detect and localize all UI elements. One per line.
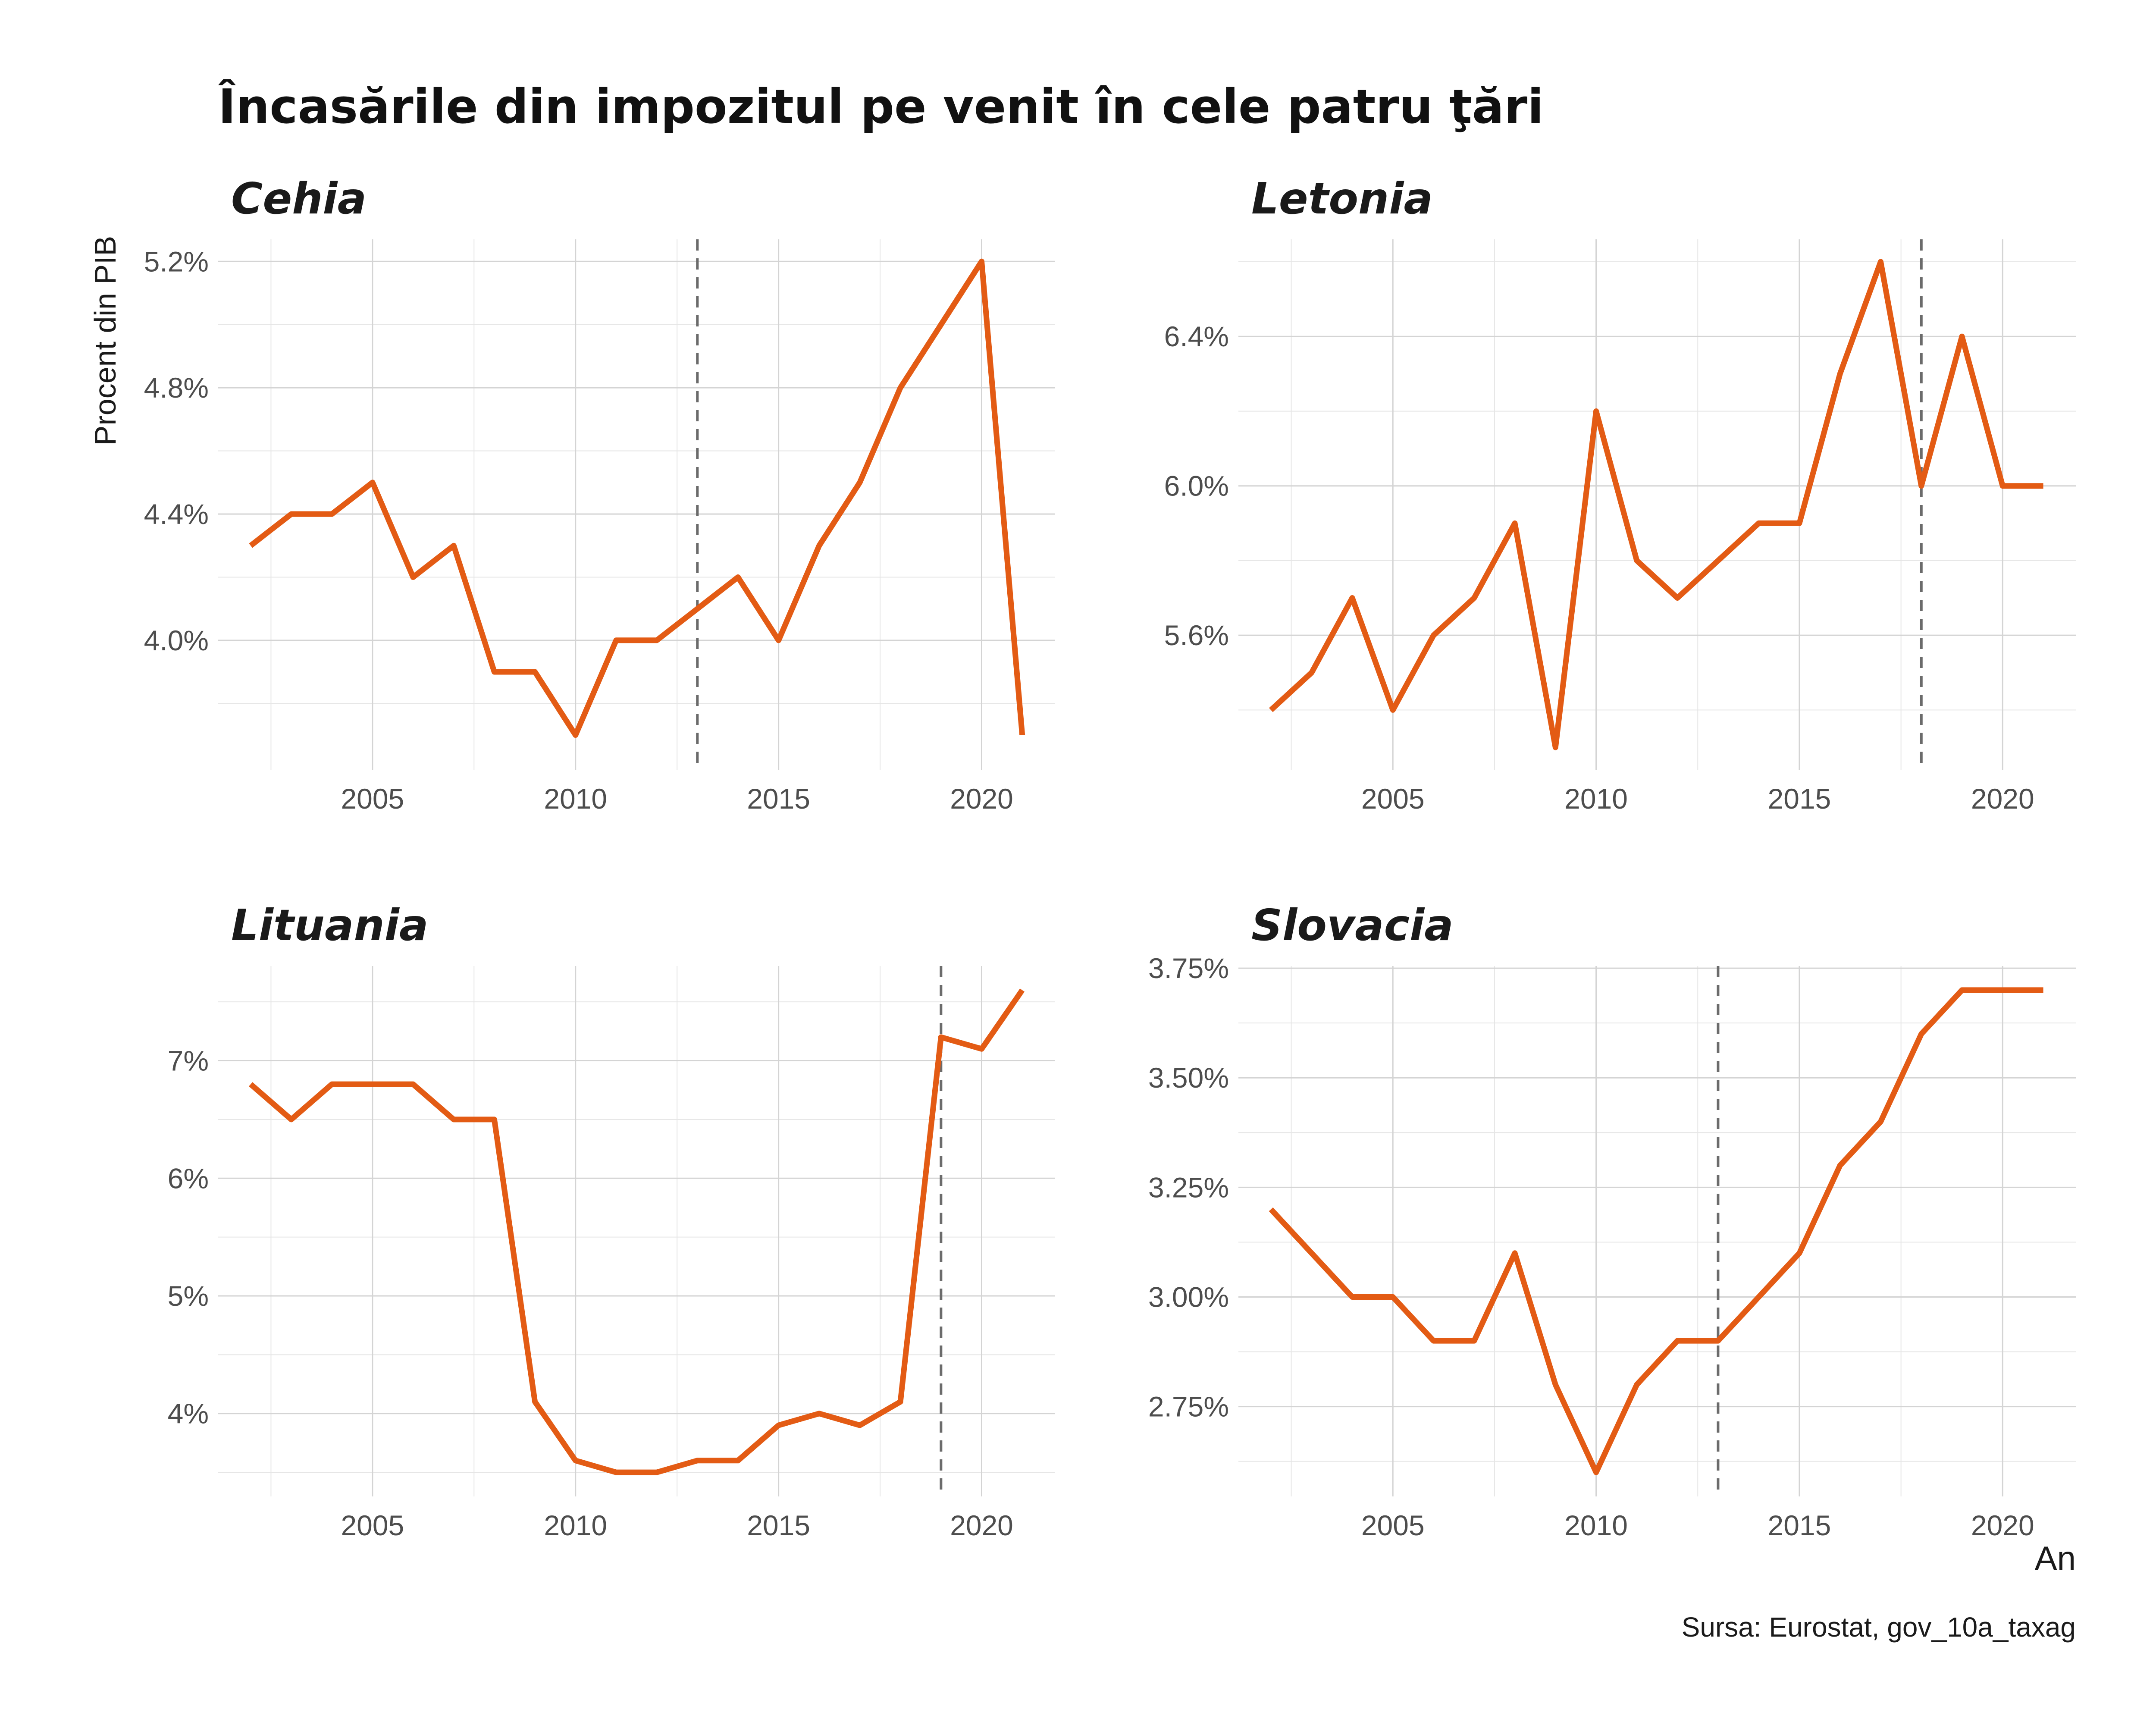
y-tick-label: 6.4% (1164, 320, 1229, 352)
y-tick-label: 7% (168, 1045, 209, 1077)
y-tick-label: 6% (168, 1162, 209, 1194)
x-tick-label: 2005 (1361, 1509, 1425, 1541)
y-tick-label: 4.4% (144, 498, 209, 530)
series-line-cehia (249, 258, 1025, 738)
series-line-letonia (1269, 259, 2043, 750)
y-tick-label: 3.50% (1148, 1062, 1229, 1094)
y-tick-label: 4% (168, 1398, 209, 1430)
x-tick-label: 2005 (1361, 783, 1425, 815)
facet-slovacia: 2005 2010 2015 2020 2.75% 3.00% 3.25% 3.50% 3.75… (1148, 900, 2076, 1541)
facet-title: Slovacia (1251, 900, 1454, 950)
y-tick-label: 3.25% (1148, 1171, 1229, 1203)
facet-letonia: 2005 2010 2015 2020 5.6% 6.0% 6.4% Letonia (1164, 173, 2076, 815)
facet-title: Letonia (1251, 173, 1433, 224)
y-axis-title: Procent din PIB (88, 236, 122, 445)
x-tick-label: 2010 (544, 783, 607, 815)
y-tick-label: 5% (168, 1280, 209, 1312)
x-tick-label: 2015 (747, 783, 810, 815)
x-tick-label: 2005 (341, 1509, 404, 1541)
facet-title: Cehia (231, 173, 367, 224)
y-tick-label: 6.0% (1164, 470, 1229, 502)
y-tick-label: 5.2% (144, 245, 209, 277)
y-tick-label: 4.0% (144, 624, 209, 656)
x-tick-label: 2020 (950, 1509, 1013, 1541)
y-tick-label: 5.6% (1164, 619, 1229, 651)
x-tick-label: 2015 (747, 1509, 810, 1541)
y-tick-label: 3.75% (1148, 952, 1229, 984)
x-tick-label: 2020 (950, 783, 1013, 815)
series-line-slovacia (1269, 987, 2043, 1475)
facet-lituania: 2005 2010 2015 2020 4% 5% 6% 7% Lituania (168, 900, 1055, 1541)
x-tick-label: 2010 (544, 1509, 607, 1541)
x-tick-label: 2015 (1768, 1509, 1831, 1541)
x-tick-label: 2010 (1564, 783, 1628, 815)
x-tick-label: 2015 (1768, 783, 1831, 815)
facet-title: Lituania (231, 900, 428, 950)
chart-caption: Sursa: Eurostat, gov_10a_taxag (1682, 1612, 2076, 1643)
x-tick-label: 2020 (1971, 1509, 2034, 1541)
chart-title: Încasările din impozitul pe venit în cel… (218, 78, 1544, 134)
x-tick-label: 2005 (341, 783, 404, 815)
x-tick-label: 2020 (1971, 783, 2034, 815)
x-tick-label: 2010 (1564, 1509, 1628, 1541)
x-axis-title: An (2035, 1539, 2076, 1577)
facet-cehia: 2005 2010 2015 2020 4.0% 4.4% 4.8% 5.2% Cehia (144, 173, 1055, 815)
facet-panels: 2005 2010 2015 20204.0%4.4%4.8%5.2%Cehia200… (144, 173, 2076, 1541)
y-tick-label: 4.8% (144, 372, 209, 404)
y-tick-label: 2.75% (1148, 1391, 1229, 1423)
y-tick-label: 3.00% (1148, 1281, 1229, 1313)
series-line-lituania (249, 988, 1025, 1475)
